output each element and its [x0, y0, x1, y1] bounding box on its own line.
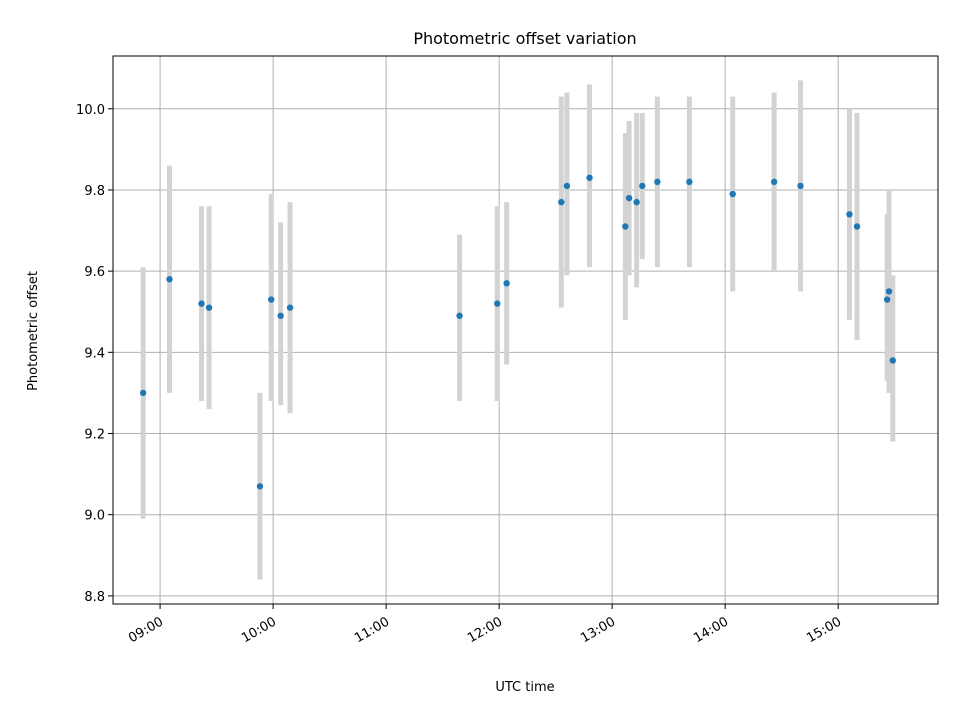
- y-axis-label: Photometric offset: [26, 271, 41, 391]
- plot-frame: [112, 55, 939, 605]
- data-point: [770, 178, 778, 186]
- data-point: [625, 194, 633, 202]
- data-point: [268, 296, 275, 303]
- data-point: [686, 178, 693, 186]
- data-point: [846, 211, 853, 218]
- data-point: [139, 389, 147, 397]
- data-point: [205, 304, 213, 311]
- y-tick-label: 8.8: [84, 590, 105, 605]
- y-tick-label: 9.2: [84, 428, 105, 443]
- data-point: [654, 178, 661, 186]
- data-point: [558, 198, 565, 206]
- y-tick-label: 10.0: [76, 103, 105, 118]
- y-tick-label: 9.6: [84, 265, 105, 280]
- data-point: [277, 312, 284, 319]
- data-point: [198, 300, 205, 307]
- data-point: [633, 198, 640, 206]
- data-point: [622, 223, 629, 230]
- data-point: [883, 296, 891, 303]
- data-point: [256, 483, 264, 490]
- data-point: [563, 182, 571, 190]
- y-tick-label: 9.8: [84, 184, 105, 199]
- data-point: [503, 280, 510, 287]
- y-tick-label: 9.4: [84, 346, 105, 361]
- data-point: [456, 312, 463, 319]
- chart-title: Photometric offset variation: [413, 29, 636, 48]
- data-point: [853, 223, 861, 230]
- data-point: [797, 182, 804, 190]
- x-axis-label: UTC time: [495, 680, 554, 695]
- data-point: [639, 182, 646, 190]
- data-point: [166, 276, 173, 283]
- y-axis-ticks: 8.8 9.0 9.2 9.4 9.6 9.8 10.0: [76, 103, 113, 605]
- data-point: [494, 300, 501, 307]
- grid: [113, 56, 938, 604]
- data-point: [889, 357, 896, 364]
- data-points: [139, 174, 896, 490]
- data-point: [286, 304, 294, 311]
- data-point: [885, 288, 893, 295]
- y-tick-label: 9.0: [84, 509, 105, 524]
- data-point: [729, 190, 736, 198]
- data-point: [586, 174, 593, 181]
